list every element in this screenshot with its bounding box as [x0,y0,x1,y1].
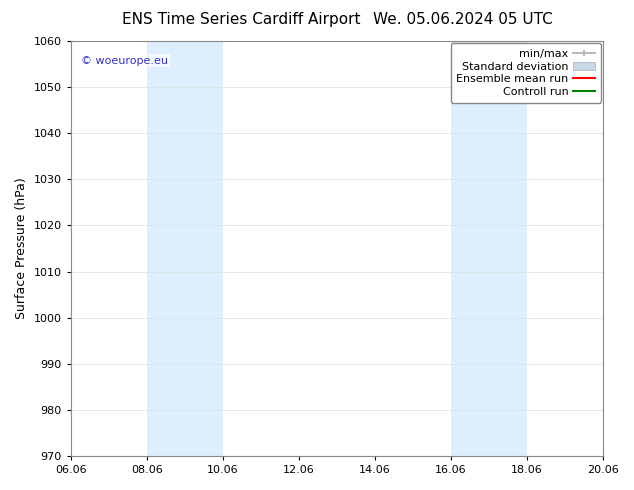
Text: ENS Time Series Cardiff Airport: ENS Time Series Cardiff Airport [122,12,360,27]
Y-axis label: Surface Pressure (hPa): Surface Pressure (hPa) [15,178,28,319]
Text: We. 05.06.2024 05 UTC: We. 05.06.2024 05 UTC [373,12,553,27]
Bar [146,41,223,456]
Bar [451,41,527,456]
Text: © woeurope.eu: © woeurope.eu [81,55,169,66]
Legend: min/max, Standard deviation, Ensemble mean run, Controll run: min/max, Standard deviation, Ensemble me… [451,43,601,103]
